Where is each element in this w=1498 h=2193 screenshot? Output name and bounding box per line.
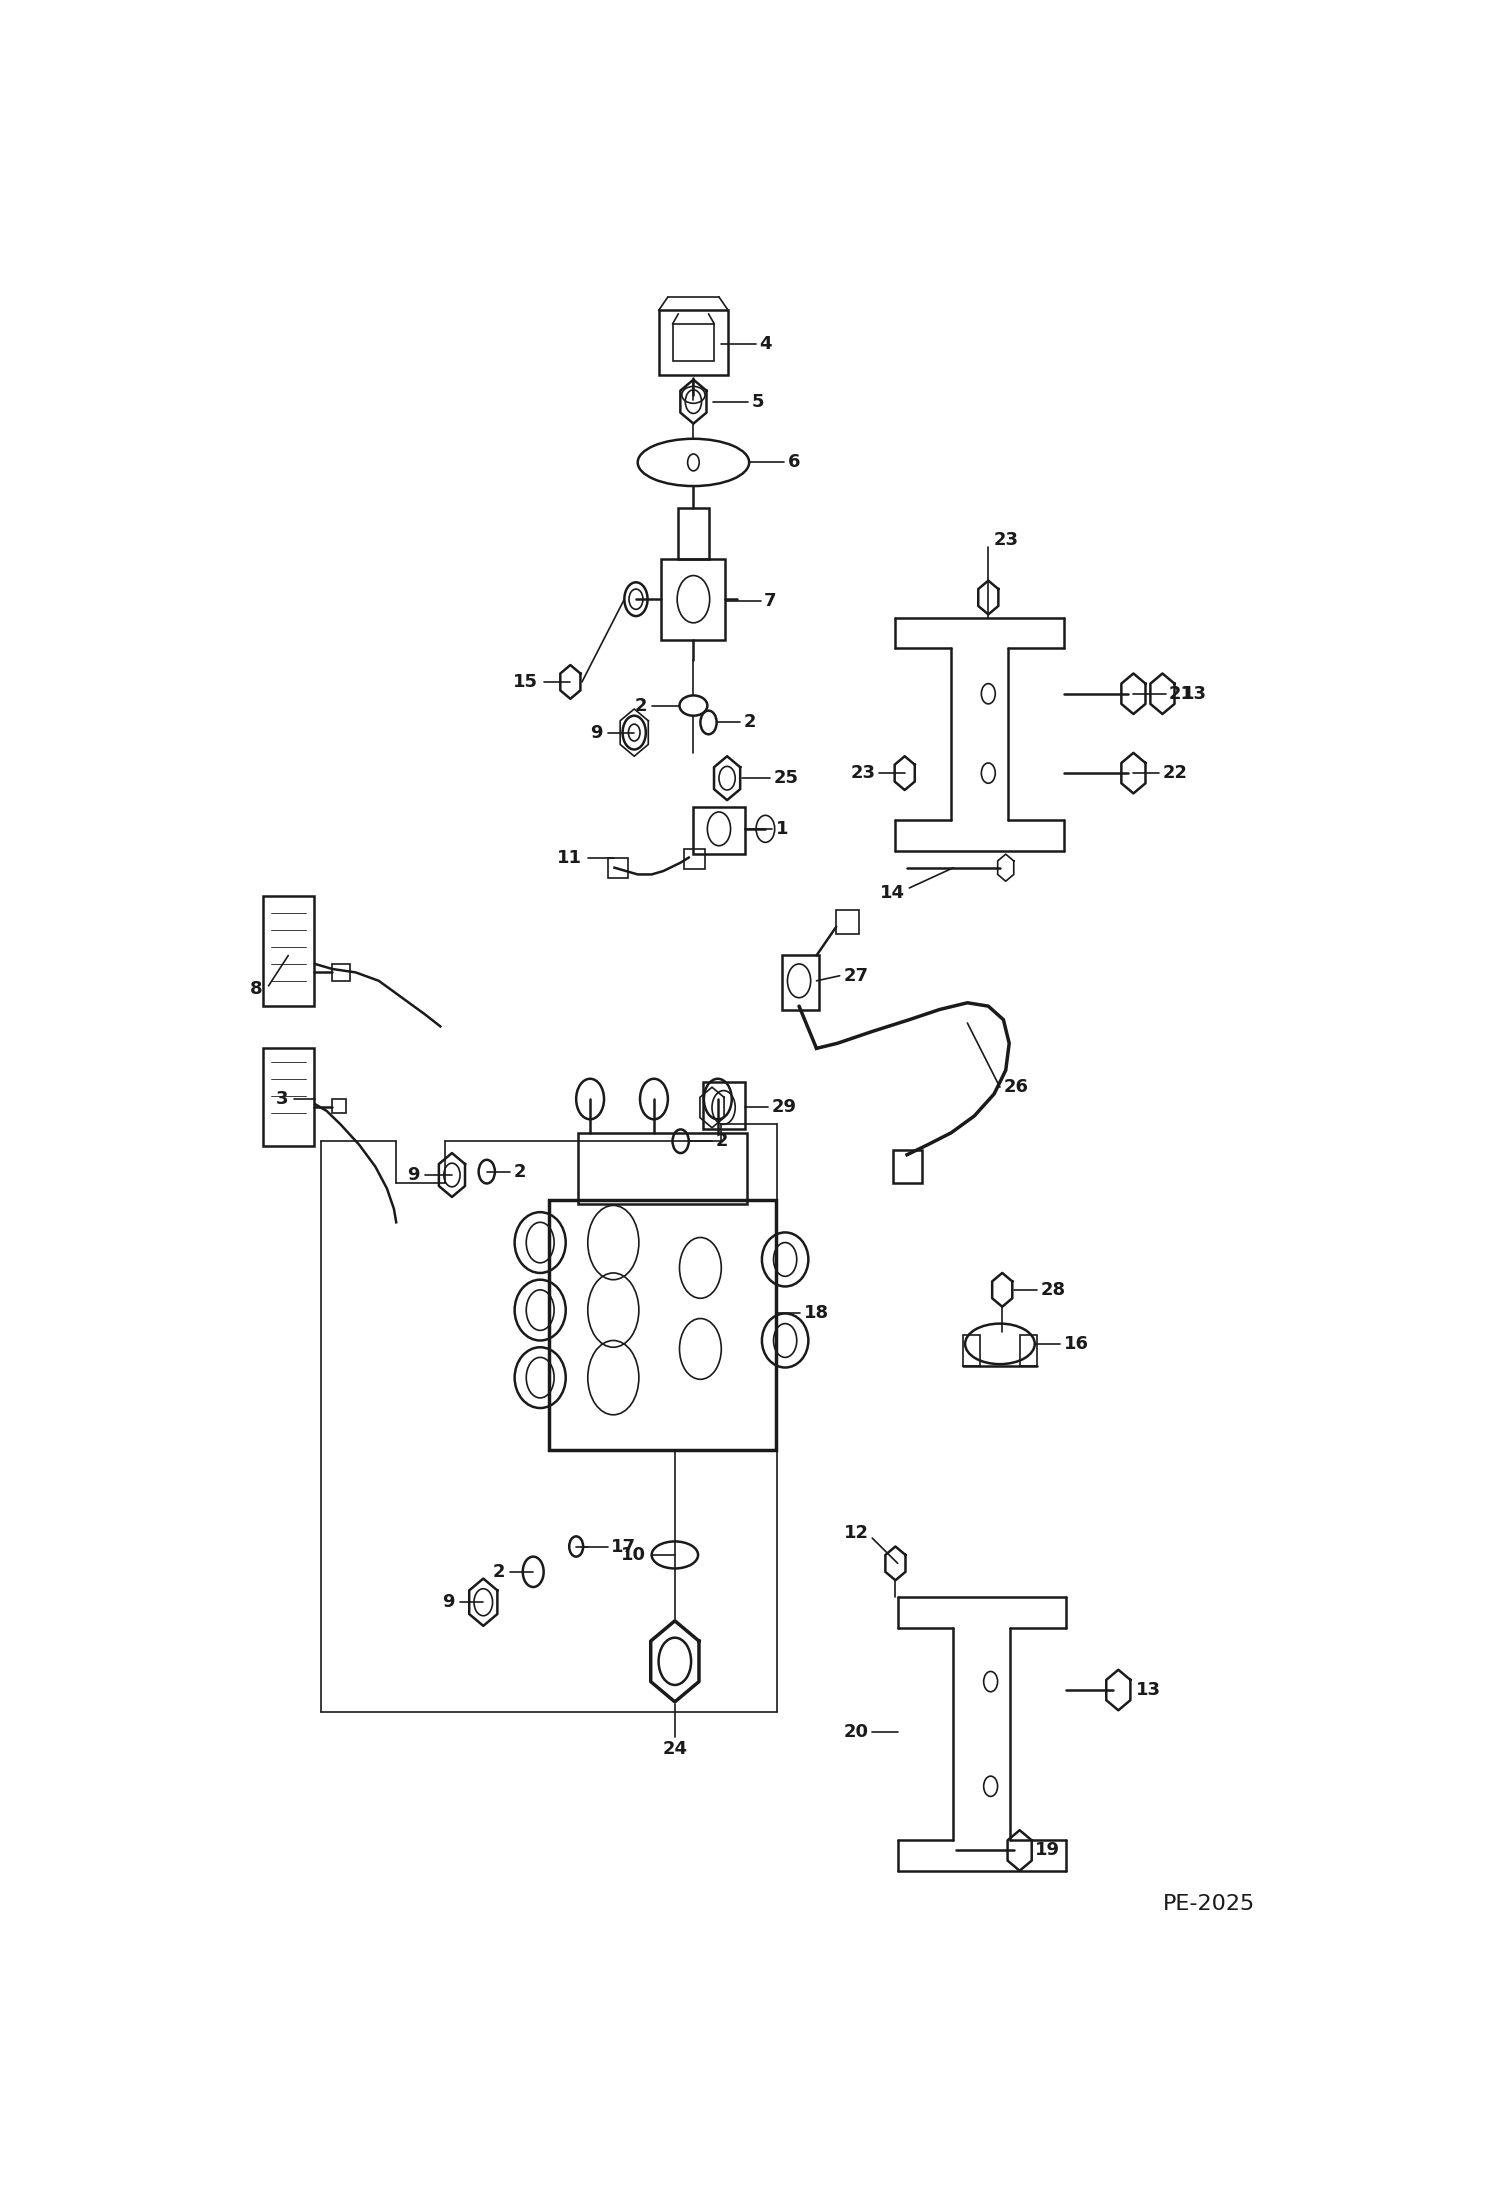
Text: 25: 25: [773, 770, 798, 787]
Text: 17: 17: [611, 1537, 637, 1555]
Text: 29: 29: [771, 1099, 797, 1116]
Text: 3: 3: [276, 1090, 288, 1107]
Bar: [1020, 1336, 1037, 1366]
Text: 23: 23: [851, 763, 876, 783]
Text: 13: 13: [1135, 1682, 1161, 1700]
Text: PE-2025: PE-2025: [1162, 1895, 1255, 1914]
Text: 20: 20: [843, 1724, 869, 1741]
Bar: [694, 807, 745, 855]
Bar: [893, 1149, 923, 1184]
Text: 19: 19: [1035, 1842, 1059, 1860]
Text: 28: 28: [1041, 1281, 1065, 1298]
Bar: [679, 509, 709, 559]
Text: 24: 24: [662, 1739, 688, 1759]
Bar: [333, 965, 351, 980]
Text: 12: 12: [843, 1524, 869, 1542]
Text: 21: 21: [1168, 684, 1194, 702]
Text: 13: 13: [1182, 684, 1207, 702]
Text: 9: 9: [407, 1167, 419, 1184]
Text: 2: 2: [716, 1132, 728, 1151]
Text: 10: 10: [620, 1546, 646, 1564]
Text: 2: 2: [493, 1564, 505, 1581]
Bar: [550, 1200, 776, 1450]
Text: 11: 11: [557, 849, 581, 866]
Text: 27: 27: [843, 967, 869, 985]
Bar: [662, 559, 725, 640]
Text: 2: 2: [514, 1162, 526, 1180]
Text: 16: 16: [1064, 1336, 1089, 1353]
Bar: [782, 956, 819, 1009]
Text: 5: 5: [752, 393, 764, 410]
Text: 2: 2: [743, 713, 756, 732]
Bar: [685, 849, 706, 868]
Text: 6: 6: [788, 454, 800, 471]
Text: 2: 2: [635, 697, 647, 715]
Bar: [608, 857, 628, 877]
Bar: [673, 325, 715, 362]
Bar: [703, 1081, 745, 1129]
Text: 8: 8: [250, 980, 262, 998]
Text: 7: 7: [764, 592, 777, 610]
Bar: [262, 1048, 313, 1147]
Text: 15: 15: [512, 673, 538, 691]
Text: 23: 23: [995, 531, 1019, 548]
Bar: [333, 1099, 346, 1112]
Text: 14: 14: [879, 884, 905, 901]
Text: 18: 18: [804, 1305, 828, 1322]
Text: 4: 4: [759, 336, 771, 353]
Bar: [262, 897, 313, 1007]
Text: 22: 22: [1162, 763, 1188, 783]
Bar: [578, 1134, 748, 1204]
Bar: [963, 1336, 980, 1366]
Bar: [836, 910, 860, 934]
Text: 9: 9: [442, 1594, 454, 1612]
Text: 9: 9: [590, 724, 602, 741]
Text: 1: 1: [776, 820, 788, 838]
Bar: [659, 311, 728, 375]
Text: 26: 26: [1004, 1079, 1029, 1096]
